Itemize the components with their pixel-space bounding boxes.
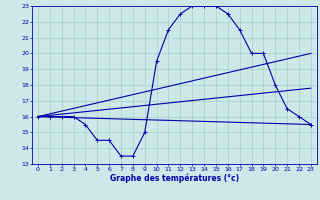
X-axis label: Graphe des températures (°c): Graphe des températures (°c) bbox=[110, 173, 239, 183]
